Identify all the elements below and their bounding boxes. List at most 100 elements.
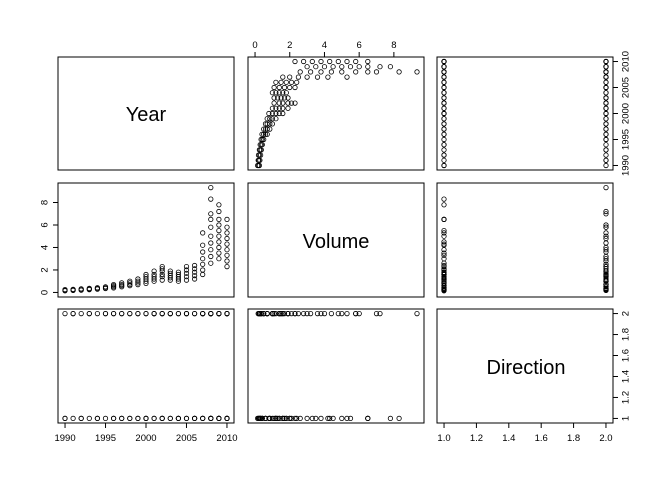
point-year-vs-volume: [276, 105, 282, 111]
point-volume-vs-direction: [603, 271, 609, 278]
point-volume-vs-year: [143, 274, 149, 280]
point-direction-vs-year: [159, 310, 165, 317]
tick-label-bottom-year: 2010: [216, 433, 237, 444]
point-year-vs-volume: [314, 74, 321, 80]
point-direction-vs-volume: [276, 310, 282, 317]
point-year-vs-direction: [603, 162, 609, 169]
point-direction-vs-volume: [273, 310, 279, 317]
point-volume-vs-year: [216, 233, 222, 239]
point-volume-vs-direction: [603, 256, 609, 262]
point-year-vs-volume: [309, 58, 315, 65]
point-volume-vs-year: [224, 230, 230, 236]
tick-label-right-direction: 1: [621, 416, 632, 421]
point-year-vs-volume: [261, 131, 267, 137]
point-direction-vs-volume: [288, 415, 295, 421]
point-year-vs-volume: [280, 105, 286, 111]
point-direction-vs-year: [200, 310, 206, 317]
point-volume-vs-direction: [441, 202, 447, 208]
point-volume-vs-year: [119, 280, 125, 286]
point-year-vs-volume: [285, 95, 291, 101]
point-direction-vs-volume: [356, 310, 362, 317]
point-year-vs-direction: [603, 58, 609, 65]
point-direction-vs-volume: [365, 415, 371, 421]
point-volume-vs-year: [224, 247, 230, 253]
point-year-vs-direction: [441, 58, 447, 65]
point-year-vs-volume: [356, 64, 362, 70]
point-volume-vs-direction: [441, 276, 447, 282]
tick-label-right-year: 1990: [621, 155, 632, 176]
point-direction-vs-volume: [300, 310, 307, 317]
point-year-vs-volume: [292, 84, 298, 91]
point-volume-vs-year: [151, 271, 157, 278]
tick-label-left-volume: 4: [40, 245, 51, 250]
point-year-vs-volume: [262, 131, 269, 137]
tick-label-right-direction: 2: [621, 311, 632, 316]
point-direction-vs-year: [127, 415, 133, 421]
point-year-vs-direction: [603, 152, 609, 158]
point-year-vs-volume: [304, 64, 310, 70]
point-volume-vs-direction: [603, 284, 609, 290]
point-volume-vs-year: [183, 277, 190, 283]
point-year-vs-volume: [414, 69, 420, 75]
point-direction-vs-year: [175, 415, 181, 421]
point-year-vs-volume: [278, 95, 284, 101]
point-year-vs-direction: [441, 136, 447, 143]
point-year-vs-volume: [377, 64, 383, 70]
tick-label-bottom-direction: 2.0: [599, 433, 612, 444]
point-direction-vs-volume: [414, 310, 420, 317]
point-year-vs-volume: [267, 116, 273, 122]
point-volume-vs-year: [159, 263, 165, 270]
point-year-vs-volume: [288, 79, 295, 85]
point-year-vs-volume: [347, 64, 354, 70]
point-volume-vs-year: [224, 263, 230, 270]
point-direction-vs-volume: [297, 415, 303, 421]
point-direction-vs-volume: [276, 415, 282, 421]
point-direction-vs-volume: [339, 415, 345, 421]
point-direction-vs-year: [183, 310, 190, 317]
tick-label-right-direction: 1.2: [621, 391, 632, 404]
point-year-vs-direction: [441, 79, 447, 85]
point-volume-vs-year: [175, 269, 181, 275]
point-volume-vs-year: [200, 261, 206, 267]
point-year-vs-direction: [603, 95, 609, 101]
point-volume-vs-year: [183, 263, 190, 270]
point-volume-vs-direction: [441, 267, 447, 273]
point-year-vs-direction: [441, 152, 447, 158]
point-direction-vs-volume: [292, 415, 298, 421]
point-direction-vs-volume: [281, 310, 288, 317]
tick-label-right-year: 2000: [621, 103, 632, 124]
point-direction-vs-year: [208, 415, 214, 421]
point-volume-vs-year: [143, 271, 149, 278]
point-volume-vs-year: [151, 274, 157, 280]
point-direction-vs-volume: [347, 415, 354, 421]
point-year-vs-direction: [603, 100, 609, 106]
point-direction-vs-year: [86, 310, 92, 317]
point-volume-vs-direction: [441, 196, 447, 202]
point-volume-vs-year: [70, 286, 76, 292]
point-year-vs-direction: [603, 147, 609, 153]
panel-direction-vs-volume: [247, 308, 425, 424]
point-volume-vs-direction: [441, 269, 447, 275]
point-year-vs-direction: [603, 121, 609, 127]
point-direction-vs-volume: [274, 415, 281, 421]
point-volume-vs-direction: [603, 211, 609, 217]
point-year-vs-volume: [280, 100, 286, 106]
point-direction-vs-year: [216, 310, 222, 317]
diagonal-label-volume: Volume: [303, 231, 370, 253]
point-volume-vs-year: [183, 274, 190, 280]
point-year-vs-direction: [603, 157, 609, 163]
point-year-vs-direction: [441, 64, 447, 70]
point-volume-vs-year: [127, 280, 133, 286]
tick-label-right-year: 1995: [621, 129, 632, 150]
point-direction-vs-year: [62, 415, 68, 421]
panel-volume-vs-volume: [247, 182, 425, 298]
point-direction-vs-volume: [278, 310, 284, 317]
point-year-vs-direction: [441, 110, 447, 117]
point-year-vs-volume: [280, 74, 286, 80]
point-direction-vs-year: [119, 310, 125, 317]
point-direction-vs-volume: [387, 415, 393, 421]
point-volume-vs-year: [208, 224, 214, 230]
point-direction-vs-volume: [330, 415, 336, 421]
point-volume-vs-direction: [441, 263, 447, 270]
